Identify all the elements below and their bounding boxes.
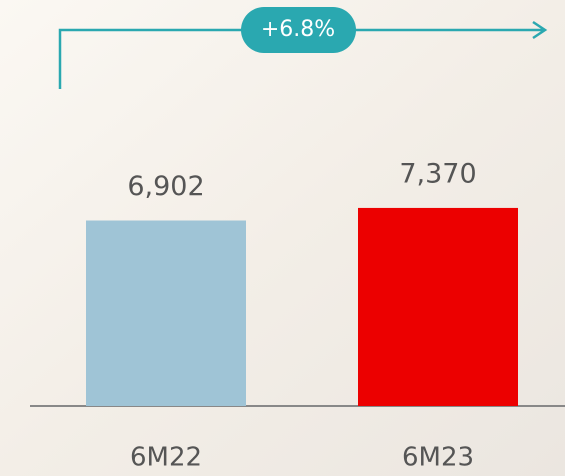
growth-arrow [58, 20, 548, 89]
x-tick-label: 6M23 [402, 443, 474, 473]
bar [86, 220, 246, 406]
x-tick-label: 6M22 [130, 443, 202, 473]
bar [358, 207, 518, 406]
growth-pill [241, 7, 356, 53]
value-label: 6,902 [127, 171, 204, 202]
growth-label: +6.8% [261, 17, 335, 42]
value-label: 7,370 [399, 158, 476, 189]
